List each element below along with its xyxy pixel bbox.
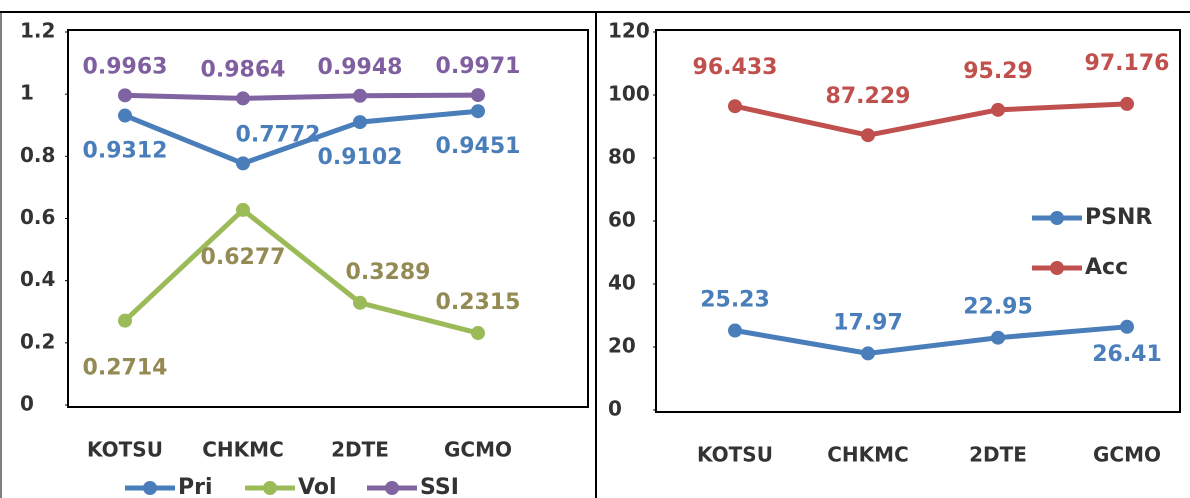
legend-marker [263,481,277,495]
data-label: 0.9948 [318,55,403,80]
data-point [471,88,485,103]
data-label: 0.9971 [436,54,521,79]
data-label: 0.3289 [346,260,431,285]
data-label: 0.2315 [436,290,521,315]
series-line [734,101,1128,138]
data-label: 0.9963 [83,54,168,79]
data-label: 0.9312 [83,139,168,164]
series-line [124,108,479,166]
x-tick-label: 2DTE [969,443,1027,467]
y-tick-label: 60 [608,208,636,232]
data-point [353,115,367,130]
y-tick-label: 20 [608,334,636,358]
data-point [991,330,1005,345]
data-label: 25.23 [700,288,770,313]
data-label: 0.2714 [83,356,168,381]
data-point [236,156,250,171]
data-label: 26.41 [1092,342,1162,367]
x-tick-label: 2DTE [331,438,389,462]
data-point [118,313,132,328]
legend-label: PSNR [1085,205,1152,230]
legend-marker [143,481,157,495]
series-line [734,324,1128,356]
x-tick-label: KOTSU [87,438,163,462]
y-tick-label: 120 [608,19,650,43]
data-label: 0.7772 [236,122,321,147]
data-point [471,104,485,119]
data-point [861,346,875,361]
data-label: 0.9451 [436,134,521,159]
data-point [118,88,132,103]
y-tick-label: 0.6 [20,205,55,229]
x-tick-label: KOTSU [697,443,773,467]
data-label: 0.6277 [201,245,286,270]
y-tick-label: 0.4 [20,267,55,291]
data-point [991,102,1005,117]
legend-label: Vol [298,475,336,498]
data-label: 0.9102 [318,145,403,170]
y-tick-label: 80 [608,145,636,169]
data-label: 97.176 [1085,51,1170,76]
legend-label: Pri [178,475,213,498]
y-tick-label: 1.2 [20,19,55,43]
y-tick-label: 0 [20,392,34,416]
data-point [861,128,875,143]
data-point [1120,96,1134,111]
y-tick-label: 100 [608,82,650,106]
data-point [728,323,742,338]
data-label: 0.9864 [201,57,286,82]
data-point [471,326,485,341]
y-tick-label: 1 [20,81,34,105]
data-label: 95.29 [963,59,1033,84]
x-tick-label: CHKMC [827,443,909,467]
legend-marker [385,481,399,495]
data-point [118,108,132,123]
data-label: 22.95 [963,295,1033,320]
data-point [1120,319,1134,334]
data-label: 17.97 [833,310,903,335]
series-line [123,207,479,336]
x-tick-label: CHKMC [202,438,284,462]
legend-marker [1050,211,1064,225]
legend-marker [1050,261,1064,275]
y-tick-label: 40 [608,271,636,295]
data-point [236,202,250,217]
data-label: 87.229 [826,84,911,109]
x-tick-label: GCMO [1093,443,1161,467]
legend-label: SSI [420,475,459,498]
data-point [236,91,250,106]
y-tick-label: 0.2 [20,329,55,353]
x-tick-label: GCMO [444,438,512,462]
legend-label: Acc [1085,255,1128,280]
y-tick-label: 0.8 [20,143,55,167]
data-point [728,99,742,114]
series-line [124,92,479,101]
data-point [353,88,367,103]
data-point [353,295,367,310]
data-label: 96.433 [693,55,778,80]
plot-area [67,29,589,408]
y-tick-label: 0 [608,397,622,421]
